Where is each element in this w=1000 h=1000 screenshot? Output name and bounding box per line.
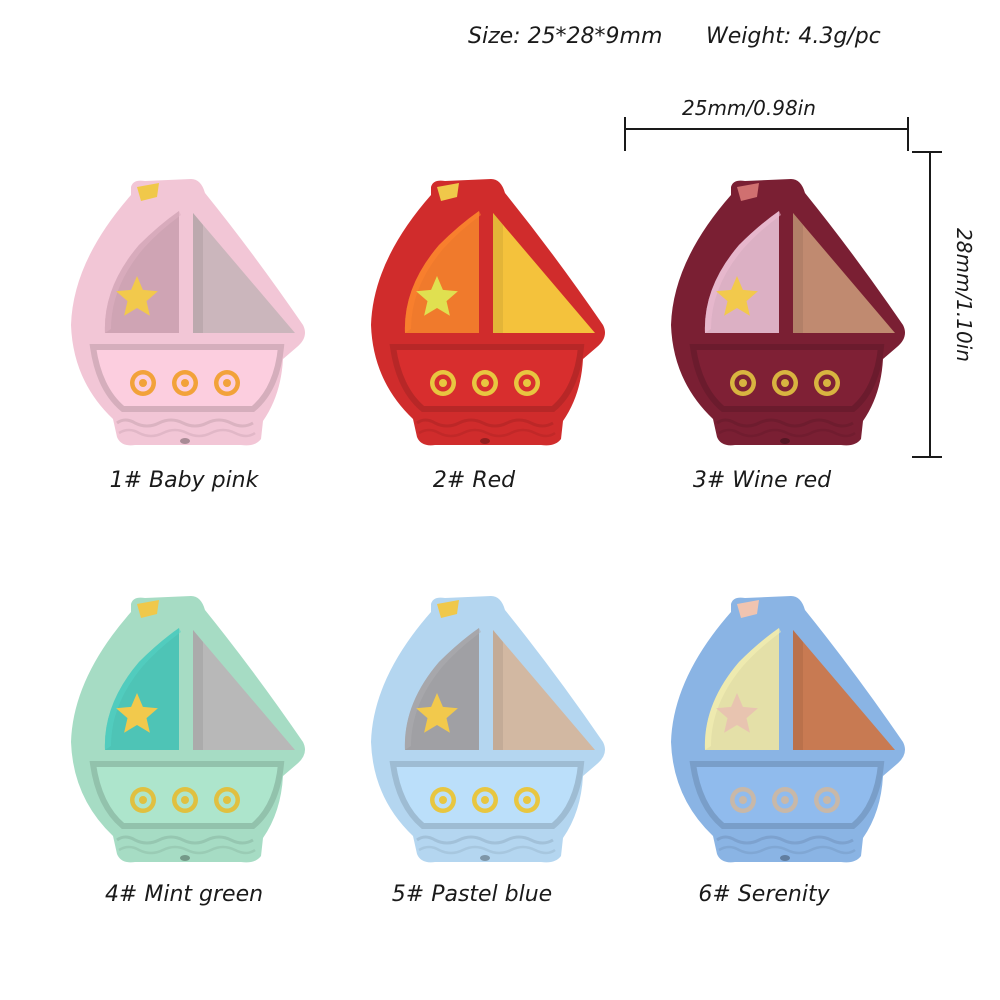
product-label: 2# Red <box>432 468 516 493</box>
string-hole <box>180 855 190 861</box>
waves <box>716 418 854 428</box>
boat-bead-image <box>355 592 615 892</box>
boat-illustration <box>71 179 305 446</box>
string-hole <box>480 438 490 444</box>
flag <box>737 183 759 201</box>
product-label: 3# Wine red <box>692 468 832 493</box>
product-label: 5# Pastel blue <box>391 882 553 907</box>
boat-illustration <box>371 179 605 446</box>
right-sail <box>493 213 595 333</box>
height-dimension-label: 28mm/1.10in <box>952 228 976 362</box>
waves <box>116 418 254 428</box>
waves <box>416 835 554 845</box>
flag <box>137 183 159 201</box>
right-sail <box>193 213 295 333</box>
right-sail <box>793 213 895 333</box>
left-sail <box>104 628 179 750</box>
boat-illustration <box>671 596 905 863</box>
size-spec: Size: 25*28*9mm <box>468 24 663 49</box>
height-dimension-line <box>929 152 931 457</box>
left-sail <box>404 211 479 333</box>
width-dimension-tick-left <box>624 117 626 151</box>
string-hole <box>780 438 790 444</box>
flag <box>737 600 759 618</box>
star <box>116 276 158 316</box>
boat-illustration <box>371 596 605 863</box>
boat-illustration <box>671 179 905 446</box>
left-sail <box>704 211 779 333</box>
waves <box>116 835 254 845</box>
flag <box>137 600 159 618</box>
string-hole <box>780 855 790 861</box>
width-dimension-label: 25mm/0.98in <box>682 96 816 120</box>
boat-bead-image <box>55 175 315 475</box>
height-dimension-tick-bottom <box>912 456 942 458</box>
width-dimension-tick-right <box>907 117 909 151</box>
flag <box>437 600 459 618</box>
right-sail <box>193 630 295 750</box>
left-sail <box>404 628 479 750</box>
string-hole <box>180 438 190 444</box>
product-label: 4# Mint green <box>104 882 264 907</box>
star <box>416 276 458 316</box>
boat-illustration <box>71 596 305 863</box>
waves <box>416 418 554 428</box>
boat-bead-image <box>655 175 915 475</box>
product-label: 1# Baby pink <box>109 468 259 493</box>
right-sail <box>793 630 895 750</box>
height-dimension-tick-top <box>912 151 942 153</box>
boat-bead-image <box>55 592 315 892</box>
width-dimension-line <box>625 128 909 130</box>
weight-spec: Weight: 4.3g/pc <box>706 24 881 49</box>
right-sail <box>493 630 595 750</box>
star <box>116 693 158 733</box>
string-hole <box>480 855 490 861</box>
product-label: 6# Serenity <box>698 882 830 907</box>
flag <box>437 183 459 201</box>
boat-bead-image <box>655 592 915 892</box>
left-sail <box>704 628 779 750</box>
left-sail <box>104 211 179 333</box>
boat-bead-image <box>355 175 615 475</box>
waves <box>716 835 854 845</box>
star <box>716 276 758 316</box>
star <box>716 693 758 733</box>
star <box>416 693 458 733</box>
